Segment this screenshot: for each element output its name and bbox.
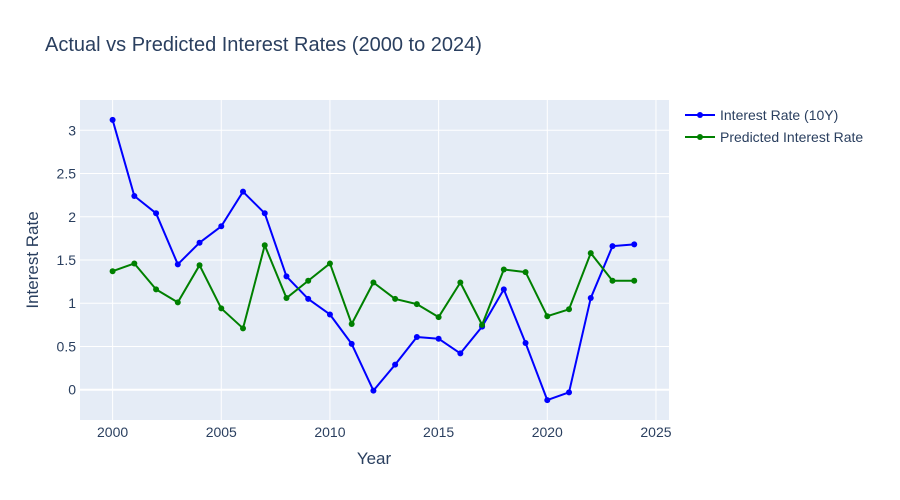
data-point[interactable] bbox=[500, 286, 507, 293]
legend-label: Interest Rate (10Y) bbox=[720, 107, 838, 123]
data-point[interactable] bbox=[435, 314, 442, 321]
y-axis-title: Interest Rate bbox=[23, 211, 42, 308]
data-point[interactable] bbox=[283, 273, 290, 280]
x-tick-label: 2015 bbox=[423, 424, 454, 440]
data-point[interactable] bbox=[174, 261, 181, 268]
data-point[interactable] bbox=[240, 325, 247, 332]
data-point[interactable] bbox=[348, 340, 355, 347]
legend-swatch-marker bbox=[697, 134, 703, 140]
data-point[interactable] bbox=[522, 340, 529, 347]
y-tick-label: 3 bbox=[68, 122, 76, 138]
data-point[interactable] bbox=[566, 389, 573, 396]
x-tick-label: 2000 bbox=[97, 424, 128, 440]
data-point[interactable] bbox=[392, 295, 399, 302]
y-tick-label: 2.5 bbox=[57, 166, 77, 182]
data-point[interactable] bbox=[109, 268, 116, 275]
data-point[interactable] bbox=[479, 321, 486, 328]
data-point[interactable] bbox=[544, 313, 551, 320]
y-tick-label: 2 bbox=[68, 209, 76, 225]
data-point[interactable] bbox=[587, 250, 594, 257]
data-point[interactable] bbox=[131, 193, 138, 199]
y-tick-label: 0 bbox=[68, 382, 76, 398]
data-point[interactable] bbox=[435, 335, 442, 342]
data-point[interactable] bbox=[370, 279, 377, 286]
y-tick-label: 1 bbox=[68, 295, 76, 311]
data-point[interactable] bbox=[544, 397, 551, 404]
data-point[interactable] bbox=[413, 301, 420, 308]
data-point[interactable] bbox=[370, 387, 377, 394]
data-point[interactable] bbox=[631, 241, 638, 248]
x-tick-label: 2005 bbox=[206, 424, 237, 440]
y-tick-label: 0.5 bbox=[57, 338, 77, 354]
x-axis-ticks: 2000 2005 2010 2015 2020 2025 bbox=[97, 424, 672, 440]
data-point[interactable] bbox=[196, 239, 203, 246]
data-point[interactable] bbox=[392, 361, 399, 368]
legend-label: Predicted Interest Rate bbox=[720, 129, 863, 145]
data-point[interactable] bbox=[174, 299, 181, 306]
data-point[interactable] bbox=[326, 311, 333, 318]
data-point[interactable] bbox=[261, 210, 268, 217]
data-point[interactable] bbox=[587, 295, 594, 302]
data-point[interactable] bbox=[631, 277, 638, 284]
x-axis-title: Year bbox=[357, 449, 392, 468]
data-point[interactable] bbox=[153, 286, 160, 293]
legend[interactable]: Interest Rate (10Y) Predicted Interest Ra… bbox=[685, 107, 863, 145]
y-axis-ticks: 0 0.5 1 1.5 2 2.5 3 bbox=[57, 122, 77, 397]
data-point[interactable] bbox=[218, 223, 225, 230]
data-point[interactable] bbox=[522, 269, 529, 276]
chart-title: Actual vs Predicted Interest Rates (2000… bbox=[45, 34, 482, 56]
legend-item[interactable]: Predicted Interest Rate bbox=[685, 129, 863, 145]
data-point[interactable] bbox=[500, 266, 507, 273]
legend-item[interactable]: Interest Rate (10Y) bbox=[685, 107, 838, 123]
data-point[interactable] bbox=[109, 116, 116, 123]
x-tick-label: 2020 bbox=[532, 424, 563, 440]
data-point[interactable] bbox=[261, 242, 268, 249]
data-point[interactable] bbox=[305, 277, 312, 284]
series-group bbox=[109, 116, 638, 404]
data-point[interactable] bbox=[457, 350, 464, 357]
data-point[interactable] bbox=[305, 295, 312, 302]
data-point[interactable] bbox=[131, 260, 138, 267]
data-point[interactable] bbox=[566, 306, 573, 313]
data-point[interactable] bbox=[240, 188, 247, 195]
series-2 bbox=[109, 242, 638, 332]
data-point[interactable] bbox=[196, 262, 203, 269]
series-1 bbox=[109, 116, 638, 404]
data-point[interactable] bbox=[348, 321, 355, 327]
legend-swatch-marker bbox=[697, 112, 703, 118]
data-point[interactable] bbox=[609, 277, 616, 284]
data-point[interactable] bbox=[153, 210, 160, 217]
y-tick-label: 1.5 bbox=[57, 252, 77, 268]
x-tick-label: 2025 bbox=[640, 424, 671, 440]
data-point[interactable] bbox=[413, 333, 420, 340]
data-point[interactable] bbox=[609, 243, 616, 250]
data-point[interactable] bbox=[326, 260, 333, 267]
x-tick-label: 2010 bbox=[314, 424, 345, 440]
data-point[interactable] bbox=[457, 279, 464, 286]
data-point[interactable] bbox=[218, 305, 225, 312]
data-point[interactable] bbox=[283, 295, 290, 302]
